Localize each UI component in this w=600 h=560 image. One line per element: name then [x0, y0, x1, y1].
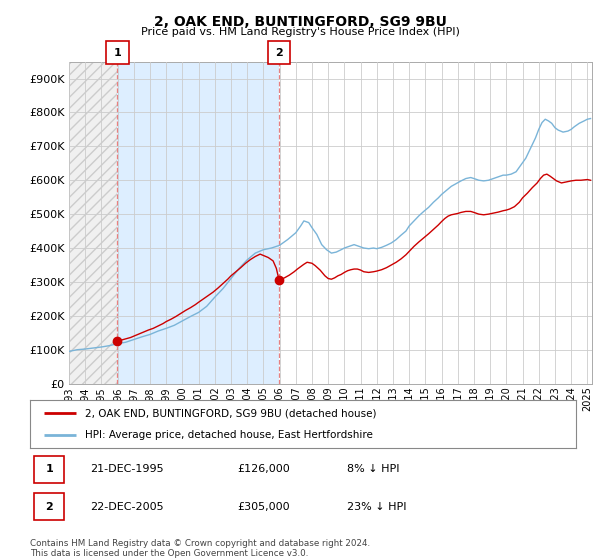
Text: 8% ↓ HPI: 8% ↓ HPI — [347, 464, 399, 474]
Text: 1: 1 — [46, 464, 53, 474]
Text: 2, OAK END, BUNTINGFORD, SG9 9BU (detached house): 2, OAK END, BUNTINGFORD, SG9 9BU (detach… — [85, 408, 376, 418]
Text: 2: 2 — [275, 48, 283, 58]
Text: 2: 2 — [46, 502, 53, 511]
Text: £126,000: £126,000 — [238, 464, 290, 474]
Text: 23% ↓ HPI: 23% ↓ HPI — [347, 502, 406, 511]
Text: Contains HM Land Registry data © Crown copyright and database right 2024.
This d: Contains HM Land Registry data © Crown c… — [30, 539, 370, 558]
Text: 2, OAK END, BUNTINGFORD, SG9 9BU: 2, OAK END, BUNTINGFORD, SG9 9BU — [154, 15, 446, 29]
Text: 22-DEC-2005: 22-DEC-2005 — [90, 502, 164, 511]
Text: Price paid vs. HM Land Registry's House Price Index (HPI): Price paid vs. HM Land Registry's House … — [140, 27, 460, 37]
Text: 1: 1 — [113, 48, 121, 58]
Text: HPI: Average price, detached house, East Hertfordshire: HPI: Average price, detached house, East… — [85, 430, 373, 440]
Text: £305,000: £305,000 — [238, 502, 290, 511]
FancyBboxPatch shape — [34, 456, 64, 483]
FancyBboxPatch shape — [34, 493, 64, 520]
Bar — [117, 62, 279, 384]
Text: 21-DEC-1995: 21-DEC-1995 — [90, 464, 164, 474]
Bar — [69, 62, 117, 384]
